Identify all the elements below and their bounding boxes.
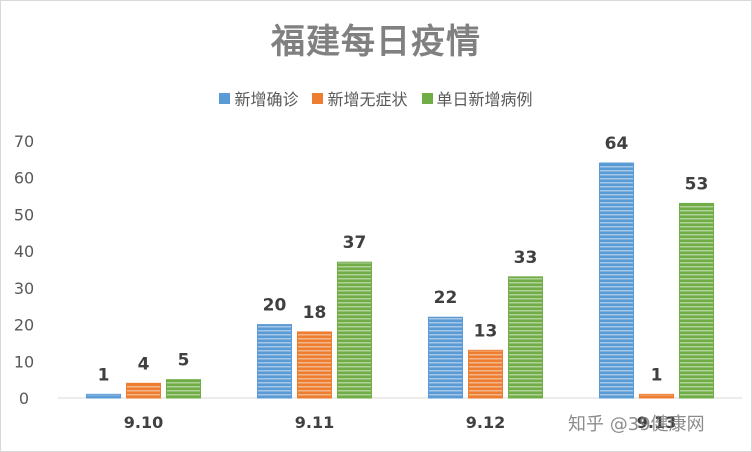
y-tick-label: 0 <box>19 389 29 408</box>
data-label: 1 <box>651 365 663 385</box>
data-label: 37 <box>343 233 367 253</box>
x-tick-label: 9.12 <box>466 413 505 432</box>
bar <box>599 162 634 399</box>
bar <box>508 276 543 399</box>
data-label: 18 <box>303 303 327 323</box>
legend-swatch-daily <box>421 92 433 104</box>
legend-label-asymptomatic: 新增无症状 <box>327 90 408 109</box>
data-label: 5 <box>178 351 190 371</box>
bar <box>468 349 503 399</box>
bar <box>337 261 372 399</box>
y-tick-label: 60 <box>14 169 34 188</box>
watermark: 知乎 @39健康网 <box>568 414 705 435</box>
y-tick-label: 50 <box>14 205 34 224</box>
x-tick-label: 9.13 <box>637 413 676 432</box>
chart-title: 福建每日疫情 <box>271 22 481 62</box>
data-label: 33 <box>514 248 538 268</box>
legend-swatch-confirmed <box>219 92 231 104</box>
data-label: 22 <box>434 288 458 308</box>
data-label: 64 <box>605 134 629 154</box>
bar <box>428 316 463 399</box>
data-label: 13 <box>474 321 498 341</box>
y-tick-label: 10 <box>14 352 34 371</box>
bar <box>126 382 161 399</box>
y-tick-label: 70 <box>14 132 34 151</box>
data-label: 1 <box>98 365 110 385</box>
legend-label-confirmed: 新增确诊 <box>234 90 299 109</box>
y-tick-label: 20 <box>14 316 34 335</box>
data-label: 20 <box>263 296 287 316</box>
y-tick-label: 30 <box>14 279 34 298</box>
bar <box>679 202 714 399</box>
legend-item-daily: 单日新增病例 <box>421 86 533 110</box>
bar <box>297 331 332 399</box>
data-label: 53 <box>685 174 709 194</box>
chart-legend: 新增确诊 新增无症状 单日新增病例 <box>0 86 752 110</box>
data-label: 4 <box>138 354 150 374</box>
legend-item-asymptomatic: 新增无症状 <box>312 86 408 110</box>
y-tick-label: 40 <box>14 242 34 261</box>
x-tick-label: 9.11 <box>295 413 334 432</box>
x-tick-label: 9.10 <box>124 413 163 432</box>
bar <box>639 393 674 399</box>
legend-item-confirmed: 新增确诊 <box>219 86 298 110</box>
bar <box>86 393 121 399</box>
bar <box>166 379 201 399</box>
bar <box>257 324 292 399</box>
legend-label-daily: 单日新增病例 <box>436 90 533 109</box>
legend-swatch-asymptomatic <box>312 92 324 104</box>
